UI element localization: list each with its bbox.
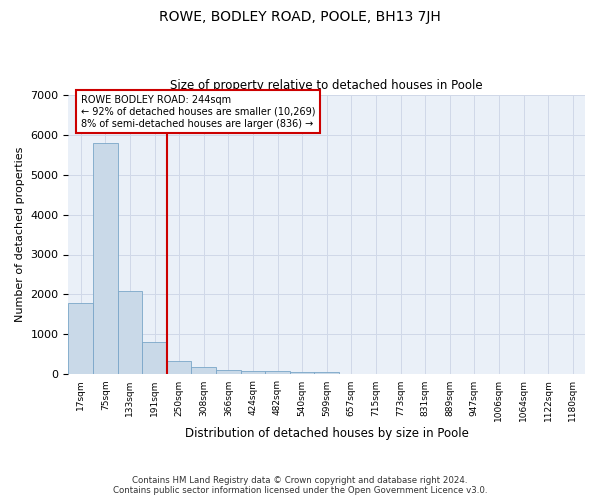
X-axis label: Distribution of detached houses by size in Poole: Distribution of detached houses by size … [185, 427, 469, 440]
Bar [241, 370, 265, 374]
Bar [265, 372, 290, 374]
Bar [68, 304, 93, 374]
Bar [142, 342, 167, 374]
Bar [191, 367, 216, 374]
Text: ROWE, BODLEY ROAD, POOLE, BH13 7JH: ROWE, BODLEY ROAD, POOLE, BH13 7JH [159, 10, 441, 24]
Bar [93, 144, 118, 374]
Bar [167, 361, 191, 374]
Title: Size of property relative to detached houses in Poole: Size of property relative to detached ho… [170, 79, 483, 92]
Text: ROWE BODLEY ROAD: 244sqm
← 92% of detached houses are smaller (10,269)
8% of sem: ROWE BODLEY ROAD: 244sqm ← 92% of detach… [81, 96, 315, 128]
Y-axis label: Number of detached properties: Number of detached properties [15, 147, 25, 322]
Bar [216, 370, 241, 374]
Bar [290, 372, 314, 374]
Text: Contains HM Land Registry data © Crown copyright and database right 2024.
Contai: Contains HM Land Registry data © Crown c… [113, 476, 487, 495]
Bar [118, 292, 142, 374]
Bar [314, 372, 339, 374]
